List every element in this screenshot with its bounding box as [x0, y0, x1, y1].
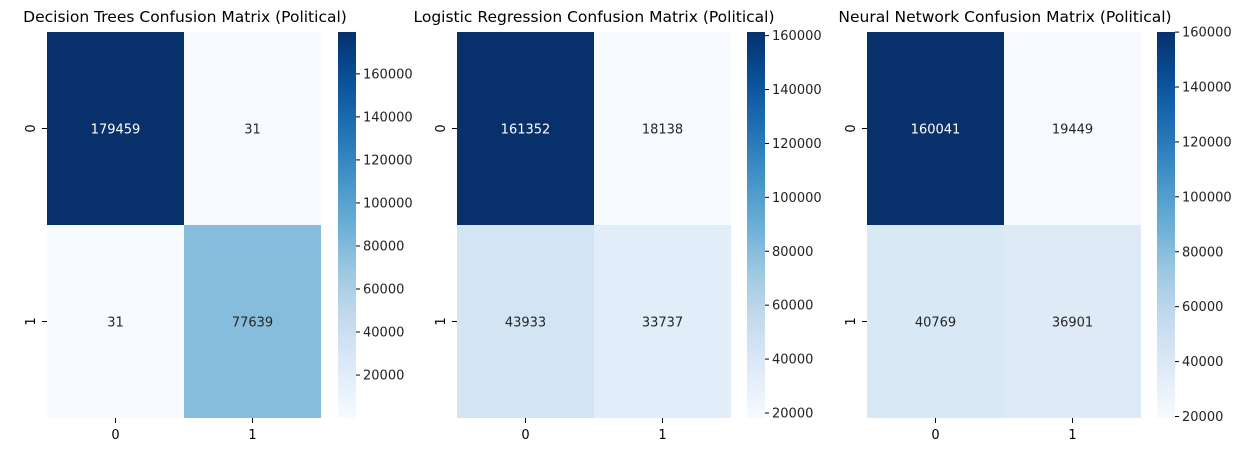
y-tick-label: 0: [24, 124, 39, 132]
colorbar-tick-label: 120000: [1182, 135, 1232, 150]
colorbar-tick-label: 20000: [1182, 410, 1223, 425]
heatmap-cell: [1004, 225, 1141, 418]
y-tick-label: 1: [844, 317, 859, 325]
colorbar-tick-label: 80000: [363, 239, 404, 254]
y-tick-label: 1: [434, 317, 449, 325]
x-tick-label: 1: [1068, 428, 1076, 443]
colorbar-tick-label: 60000: [363, 282, 404, 297]
colorbar-tick-label: 20000: [772, 406, 813, 421]
cell-value-label: 31: [244, 123, 261, 138]
colorbar-tick-label: 100000: [1182, 190, 1232, 205]
heatmap-panel-2: Logistic Regression Confusion Matrix (Po…: [413, 8, 821, 443]
cell-value-label: 43933: [505, 316, 546, 331]
heatmap-cell: [457, 225, 594, 418]
colorbar-tick-label: 80000: [772, 245, 813, 260]
chart-title: Neural Network Confusion Matrix (Politic…: [838, 8, 1171, 26]
heatmap-cell: [457, 32, 594, 225]
heatmap-cell: [47, 32, 184, 225]
colorbar-tick-label: 140000: [772, 83, 822, 98]
colorbar-tick-label: 100000: [772, 191, 822, 206]
x-tick-label: 1: [248, 428, 256, 443]
x-tick-label: 0: [111, 428, 119, 443]
colorbar-tick-label: 120000: [772, 137, 822, 152]
colorbar-tick-label: 160000: [772, 29, 822, 44]
cell-value-label: 33737: [642, 316, 683, 331]
cell-value-label: 160041: [911, 123, 961, 138]
y-tick-label: 0: [434, 124, 449, 132]
cell-value-label: 40769: [915, 316, 956, 331]
cell-value-label: 161352: [501, 123, 551, 138]
heatmap-panel-1: Decision Trees Confusion Matrix (Politic…: [23, 8, 412, 443]
cell-value-label: 36901: [1052, 316, 1093, 331]
colorbar-tick-label: 140000: [1182, 81, 1232, 96]
heatmap-cell: [594, 225, 731, 418]
cell-value-label: 19449: [1052, 123, 1093, 138]
cell-value-label: 179459: [91, 123, 141, 138]
heatmap-cell: [867, 225, 1004, 418]
heatmap-cell: [1004, 32, 1141, 225]
x-tick-label: 0: [521, 428, 529, 443]
colorbar: [338, 32, 356, 418]
heatmap-cell: [867, 32, 1004, 225]
heatmap-cell: [184, 32, 321, 225]
colorbar: [1157, 32, 1175, 418]
x-tick-label: 1: [658, 428, 666, 443]
y-tick-label: 0: [844, 124, 859, 132]
cell-value-label: 18138: [642, 123, 683, 138]
colorbar: [747, 32, 765, 418]
chart-title: Decision Trees Confusion Matrix (Politic…: [23, 8, 347, 26]
heatmap-cell: [594, 32, 731, 225]
heatmap-cell: [184, 225, 321, 418]
y-tick-label: 1: [24, 317, 39, 325]
heatmap-panel-3: Neural Network Confusion Matrix (Politic…: [838, 8, 1231, 443]
chart-title: Logistic Regression Confusion Matrix (Po…: [413, 8, 774, 26]
colorbar-tick-label: 160000: [1182, 26, 1232, 41]
colorbar-tick-label: 160000: [363, 67, 413, 82]
colorbar-tick-label: 60000: [772, 299, 813, 314]
colorbar-tick-label: 40000: [772, 353, 813, 368]
cell-value-label: 77639: [232, 316, 273, 331]
colorbar-tick-label: 40000: [363, 326, 404, 341]
x-tick-label: 0: [931, 428, 939, 443]
heatmap-cell: [47, 225, 184, 418]
colorbar-tick-label: 40000: [1182, 355, 1223, 370]
colorbar-tick-label: 60000: [1182, 300, 1223, 315]
colorbar-tick-label: 100000: [363, 196, 413, 211]
colorbar-tick-label: 80000: [1182, 245, 1223, 260]
colorbar-tick-label: 120000: [363, 153, 413, 168]
colorbar-tick-label: 20000: [363, 369, 404, 384]
colorbar-tick-label: 140000: [363, 110, 413, 125]
cell-value-label: 31: [107, 316, 124, 331]
